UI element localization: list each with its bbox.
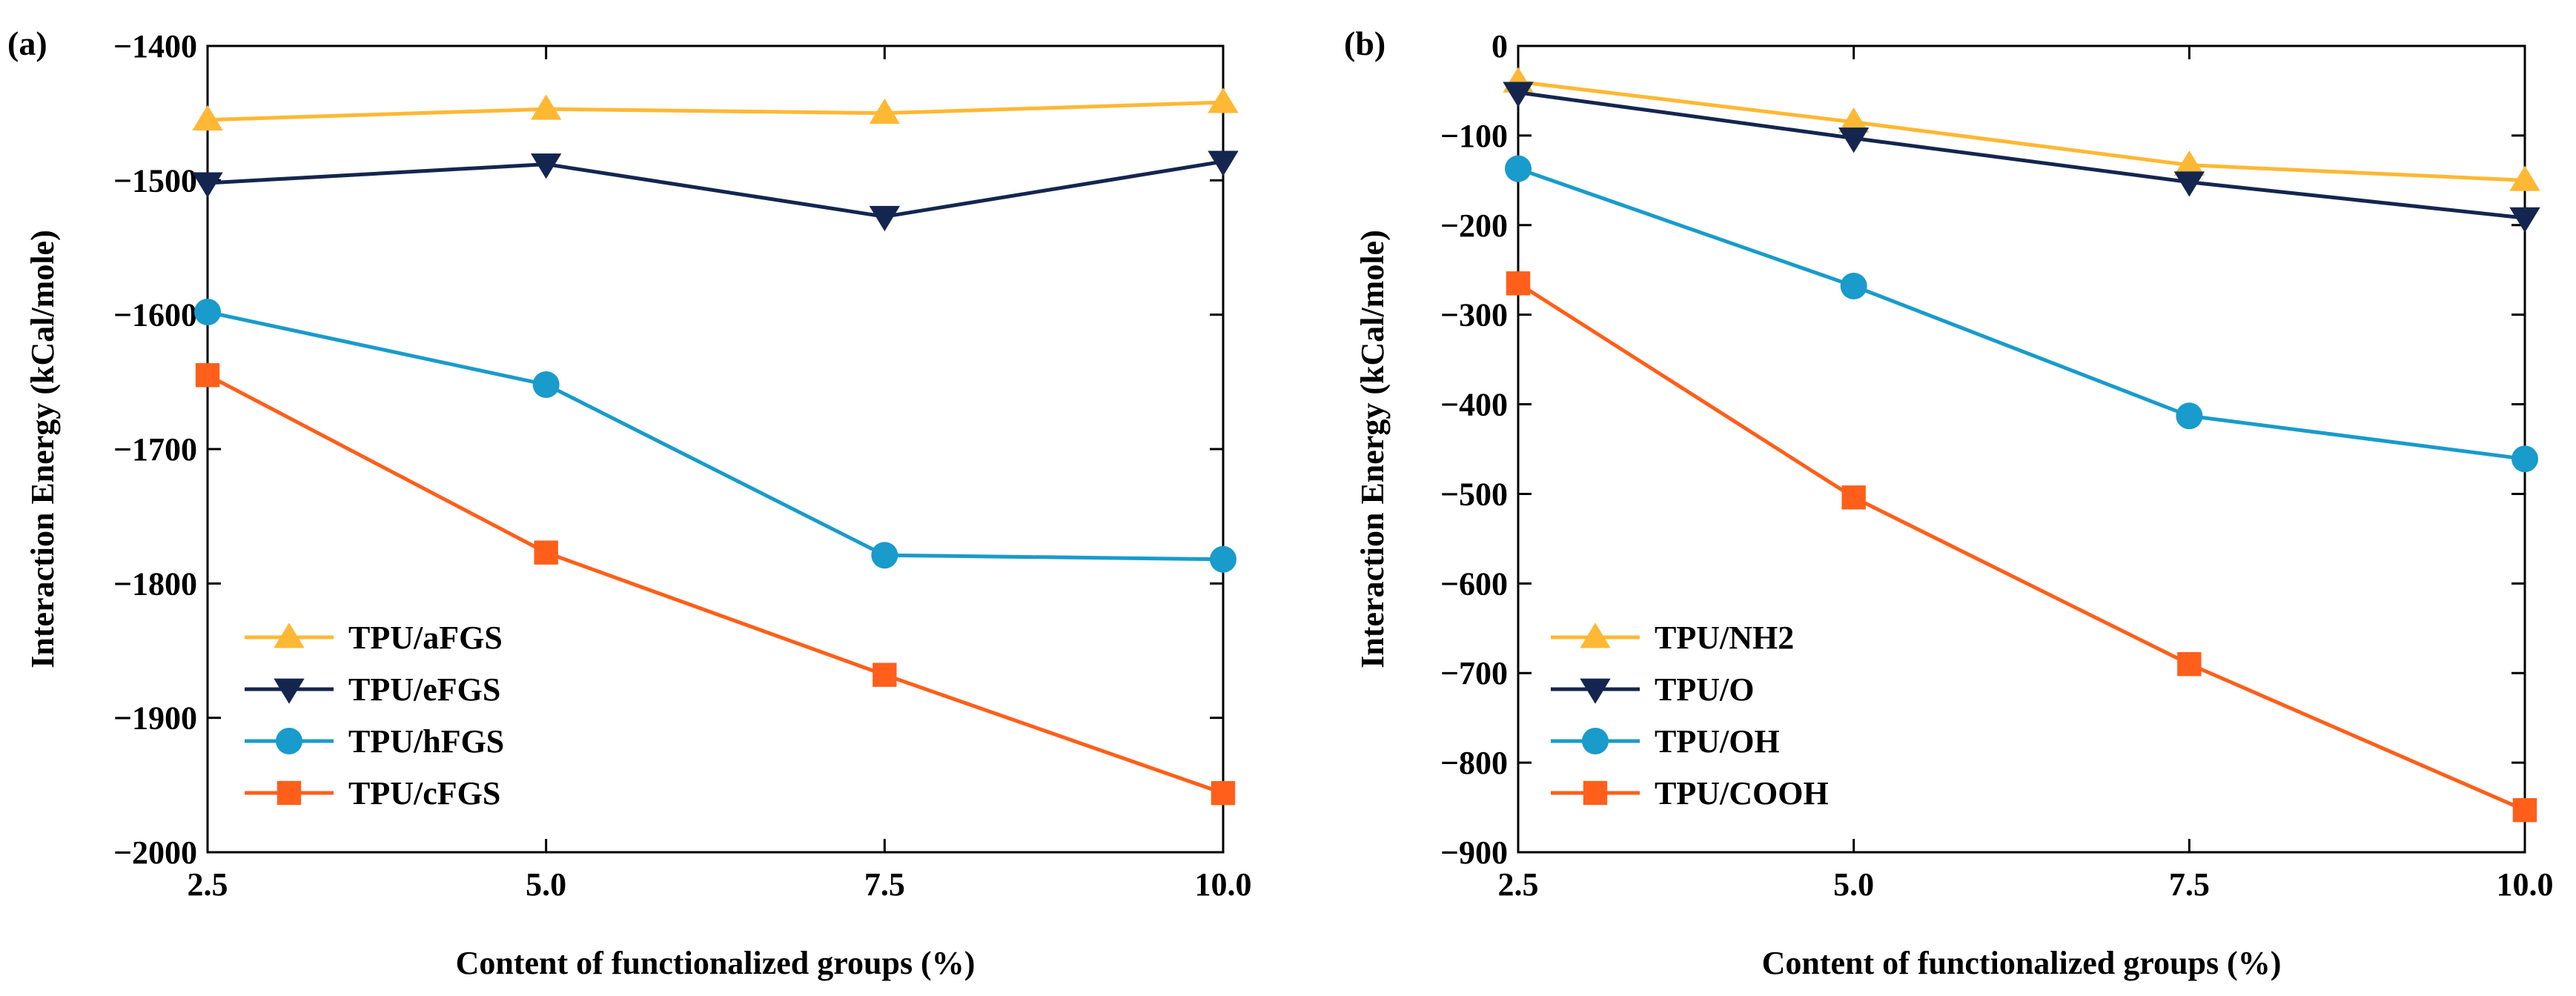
panel-b-y-tick-label: −600	[1440, 565, 1508, 602]
panel-a-point-tpu-efgs	[530, 153, 562, 179]
panel-b-series-line-tpu-cooh	[1517, 282, 2526, 812]
panel-a-point-tpu-afgs	[192, 104, 223, 131]
panel-a-legend-marker-tpu-hfgs	[276, 728, 302, 754]
panel-b-point-tpu-cooh	[1506, 271, 1531, 296]
panel-b-point-tpu-nh2	[2509, 165, 2540, 191]
panel-b-legend-marker-tpu-cooh	[1583, 780, 1608, 806]
panel-b-x-tick-label: 7.5	[2169, 866, 2210, 903]
panel-a-point-tpu-afgs	[530, 94, 562, 120]
panel-b-x-axis-title: Content of functionalized groups (%)	[1762, 945, 2282, 981]
panel-a-y-tick-label: −1800	[113, 565, 197, 602]
panel-b-ticks: 0 −100 −200 −300 −400 −500 −600 −700 −800 −9002.5…	[1440, 28, 2554, 903]
panel-a-series-line-tpu-afgs	[207, 100, 1224, 122]
panel-a-point-tpu-cfgs	[1211, 781, 1236, 806]
panel-b-point-tpu-cooh	[2512, 797, 2537, 823]
panel-a: (a) −1400 −1500 −1600 −1700 −1800 −1900 −20002…	[7, 24, 1252, 981]
panel-b-series-line-tpu-o	[1517, 90, 2526, 220]
panel-a-y-tick-label: −1500	[113, 162, 197, 199]
panel-a-y-axis-title: Interaction Energy (kCal/mole)	[24, 230, 61, 668]
panel-b-point-tpu-oh	[2512, 445, 2538, 473]
panel-a-point-tpu-cfgs	[195, 363, 220, 388]
panel-b-legend-label-tpu-o: TPU/O	[1655, 671, 1754, 708]
panel-b-x-tick-label: 2.5	[1498, 866, 1539, 903]
panel-b-point-tpu-nh2	[2173, 150, 2205, 176]
panel-a-series	[192, 87, 1239, 806]
panel-a-y-tick-label: −2000	[113, 834, 197, 871]
panel-a-legend-label-tpu-efgs: TPU/eFGS	[348, 671, 500, 708]
panel-a-point-tpu-afgs	[869, 98, 901, 124]
panel-b-legend-label-tpu-cooh: TPU/COOH	[1655, 775, 1829, 811]
panel-b-y-tick-label: −900	[1440, 834, 1508, 871]
panel-b-point-tpu-o	[2509, 207, 2540, 233]
panel-a-series-line-tpu-efgs	[207, 159, 1224, 219]
panel-b-y-tick-label: −200	[1440, 208, 1508, 244]
panel-b-x-tick-label: 5.0	[1833, 866, 1874, 903]
panel-b-y-tick-label: −500	[1440, 476, 1508, 512]
panel-a-point-tpu-cfgs	[873, 663, 897, 687]
panel-b-point-tpu-nh2	[1838, 107, 1870, 133]
panel-a-x-axis-title: Content of functionalized groups (%)	[456, 945, 976, 981]
panel-b-point-tpu-o	[2173, 171, 2205, 197]
panel-a-y-tick-label: −1900	[113, 700, 197, 737]
panel-a-legend-label-tpu-afgs: TPU/aFGS	[348, 620, 503, 656]
panel-b-point-tpu-cooh	[1841, 485, 1866, 510]
panel-a-point-tpu-efgs	[192, 172, 223, 198]
panel-a-x-tick-label: 10.0	[1195, 866, 1252, 903]
panel-b-series-line-tpu-oh	[1517, 167, 2526, 461]
panel-b-x-tick-label: 10.0	[2497, 866, 2554, 903]
panel-a-point-tpu-afgs	[1208, 87, 1239, 113]
panel-a-x-tick-label: 7.5	[864, 866, 905, 903]
panel-a-legend-marker-tpu-afgs	[274, 622, 305, 648]
panel-a-point-tpu-efgs	[869, 205, 901, 232]
panel-a-legend-marker-tpu-cfgs	[277, 780, 302, 806]
panel-b-y-tick-label: −700	[1440, 655, 1508, 691]
panel-b-legend-label-tpu-nh2: TPU/NH2	[1655, 620, 1794, 656]
panel-a-label: (a)	[7, 24, 47, 62]
panel-a-series-line-tpu-hfgs	[207, 310, 1224, 562]
panel-b-y-tick-label: −400	[1440, 387, 1508, 423]
panel-b-series-line-tpu-nh2	[1517, 79, 2526, 182]
panel-a-point-tpu-efgs	[1208, 150, 1239, 176]
panel-b-legend-label-tpu-oh: TPU/OH	[1655, 723, 1780, 760]
panel-a-point-tpu-hfgs	[871, 542, 898, 569]
panel-a-point-tpu-hfgs	[194, 299, 221, 326]
panel-a-legend-marker-tpu-efgs	[274, 678, 305, 704]
panel-b-point-tpu-cooh	[2177, 651, 2202, 677]
panel-b-point-tpu-oh	[2176, 402, 2203, 430]
panel-b: (b) 0 −100 −200 −300 −400 −500 −600 −700 −800 −90…	[1344, 24, 2554, 981]
panel-b-legend-marker-tpu-oh	[1582, 728, 1609, 754]
panel-a-series-line-tpu-cfgs	[206, 374, 1224, 795]
panel-a-legend-label-tpu-cfgs: TPU/cFGS	[348, 775, 500, 811]
panel-a-point-tpu-cfgs	[534, 540, 558, 565]
panel-b-legend: TPU/NH2 TPU/O TPU/OH TPU/COOH	[1551, 620, 1829, 811]
panel-a-x-tick-label: 2.5	[188, 866, 228, 903]
panel-b-y-tick-label: −300	[1440, 297, 1508, 333]
panel-b-label: (b)	[1344, 24, 1385, 62]
panel-b-point-tpu-oh	[1840, 272, 1867, 299]
panel-b-legend-marker-tpu-o	[1580, 678, 1611, 704]
panel-a-point-tpu-hfgs	[1210, 545, 1236, 573]
panel-b-point-tpu-o	[1503, 82, 1534, 107]
panel-a-legend: TPU/aFGS TPU/eFGS TPU/hFGS TPU/cFGS	[245, 620, 504, 811]
panel-b-series	[1503, 67, 2540, 823]
panel-a-y-tick-label: −1600	[113, 297, 197, 333]
panel-a-y-tick-label: −1700	[113, 431, 197, 468]
panel-b-y-tick-label: −100	[1440, 118, 1508, 154]
panel-b-y-tick-label: −800	[1440, 745, 1508, 781]
panel-a-x-tick-label: 5.0	[526, 866, 566, 903]
panel-b-y-axis-title: Interaction Energy (kCal/mole)	[1354, 230, 1391, 668]
panel-a-legend-label-tpu-hfgs: TPU/hFGS	[348, 723, 504, 760]
panel-b-point-tpu-oh	[1505, 155, 1532, 182]
panel-b-point-tpu-o	[1838, 127, 1870, 153]
panel-b-y-tick-label: 0	[1491, 28, 1508, 64]
panel-b-legend-marker-tpu-nh2	[1580, 622, 1611, 648]
panel-a-point-tpu-hfgs	[532, 371, 560, 398]
panel-a-y-tick-label: −1400	[113, 28, 197, 64]
